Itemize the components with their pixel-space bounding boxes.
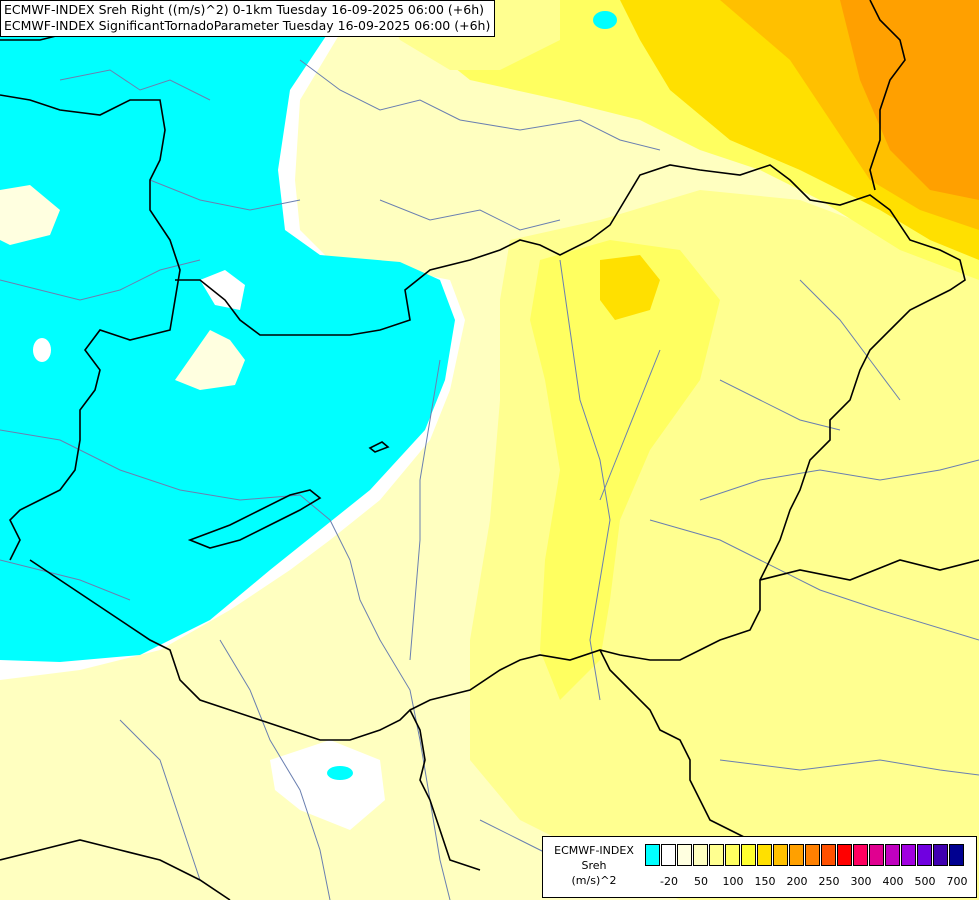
legend-swatch	[917, 844, 932, 866]
sreh-white-spot	[33, 338, 51, 362]
legend-ticks: -20 50 100 150 200 250 300 400 500 700	[645, 875, 975, 889]
border-southwest2	[0, 839, 231, 900]
legend-tick-label: 500	[914, 875, 936, 888]
legend-swatches	[645, 844, 965, 866]
lake-small	[368, 441, 390, 453]
legend-swatch	[837, 844, 852, 866]
border-southwest	[29, 559, 481, 871]
legend-variable: Sreh	[581, 859, 607, 872]
sreh-light-patch	[175, 330, 245, 390]
sreh-contour-ne-dark	[840, 0, 979, 200]
sreh-contour-negative	[0, 0, 455, 662]
legend-swatch	[773, 844, 788, 866]
legend-swatch	[693, 844, 708, 866]
border-north	[0, 94, 181, 561]
sreh-light-patch-nw	[200, 270, 245, 310]
legend-swatch	[885, 844, 900, 866]
legend-tick-label: 400	[882, 875, 904, 888]
legend-swatch	[709, 844, 724, 866]
legend-swatch	[805, 844, 820, 866]
sreh-contour-200	[600, 255, 660, 320]
map-title-line-2: ECMWF-INDEX SignificantTornadoParameter …	[4, 18, 491, 33]
rivers	[0, 59, 979, 900]
legend-swatch	[741, 844, 756, 866]
sreh-cyan-spot	[327, 766, 353, 780]
sreh-light-patch-west	[0, 185, 60, 245]
legend-swatch	[757, 844, 772, 866]
legend-tick-label: -20	[660, 875, 678, 888]
legend-tick-label: 50	[694, 875, 708, 888]
legend-tick-label: 150	[754, 875, 776, 888]
border-southeast	[759, 559, 979, 581]
legend-swatch	[645, 844, 660, 866]
legend-tick-label: 250	[818, 875, 840, 888]
legend-tick-label: 700	[946, 875, 968, 888]
legend-swatch	[853, 844, 868, 866]
legend-swatch	[869, 844, 884, 866]
legend-unit: (m/s)^2	[571, 874, 617, 887]
legend-swatch	[661, 844, 676, 866]
border-south	[599, 649, 751, 841]
legend-tick-label: 100	[722, 875, 744, 888]
border-central	[175, 164, 966, 711]
lake-balaton	[187, 489, 322, 549]
legend-source: ECMWF-INDEX	[554, 844, 634, 857]
legend-swatch	[789, 844, 804, 866]
sreh-contour-zero-south	[270, 740, 385, 830]
map-title-box: ECMWF-INDEX Sreh Right ((m/s)^2) 0-1km T…	[0, 0, 496, 37]
legend-swatch	[821, 844, 836, 866]
legend-swatch	[949, 844, 964, 866]
sreh-cyan-spot-north	[593, 11, 617, 29]
legend-swatch	[901, 844, 916, 866]
legend-tick-label: 300	[850, 875, 872, 888]
legend-tick-label: 200	[786, 875, 808, 888]
sreh-contour-150	[530, 240, 720, 700]
legend-swatch	[677, 844, 692, 866]
legend-header: ECMWF-INDEX Sreh (m/s)^2	[543, 843, 645, 888]
legend-swatch	[933, 844, 948, 866]
border-east	[869, 0, 906, 191]
legend-swatch	[725, 844, 740, 866]
map-title-line-1: ECMWF-INDEX Sreh Right ((m/s)^2) 0-1km T…	[4, 2, 484, 17]
color-legend: ECMWF-INDEX Sreh (m/s)^2 -20 50 100 150 200 2…	[542, 836, 977, 898]
